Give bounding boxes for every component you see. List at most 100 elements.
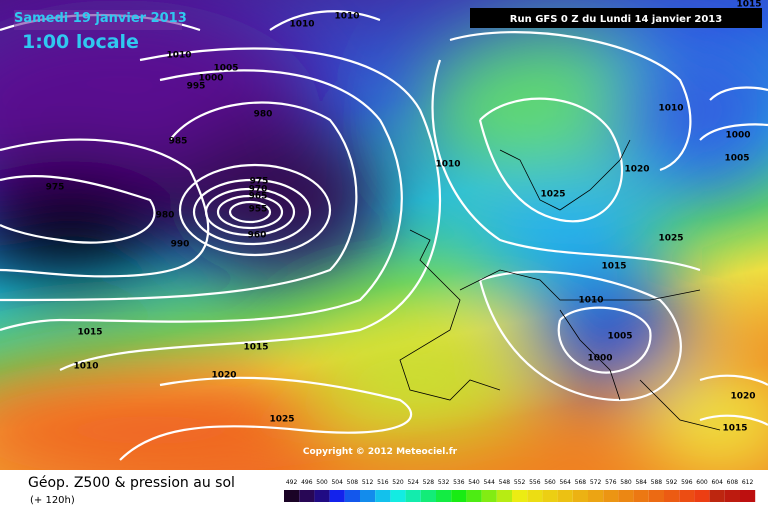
scale-label: 544 <box>483 479 495 486</box>
scale-label: 568 <box>575 479 587 486</box>
scale-swatch <box>633 490 649 502</box>
isobar-label: 1015 <box>722 424 747 434</box>
scale-swatch <box>512 490 528 502</box>
isobar-label: 1020 <box>730 392 755 402</box>
scale-label: 556 <box>529 479 541 486</box>
scale-label: 532 <box>438 479 450 486</box>
isobar-label: 975 <box>250 177 269 187</box>
scale-swatch <box>648 490 664 502</box>
isobar-label: 1015 <box>77 328 102 338</box>
isobar-label: 1010 <box>166 51 191 61</box>
scale-swatch <box>709 490 725 502</box>
scale-swatch <box>299 490 315 502</box>
isobar-label: 1015 <box>601 262 626 272</box>
scale-label: 604 <box>711 479 723 486</box>
scale-label: 492 <box>286 479 298 486</box>
scale-label: 580 <box>620 479 632 486</box>
scale-swatch <box>664 490 680 502</box>
scale-swatch <box>496 490 512 502</box>
date-backdrop <box>14 10 182 30</box>
scale-label: 576 <box>605 479 617 486</box>
map-background <box>0 0 768 490</box>
isobar-label: 1010 <box>578 296 603 306</box>
scale-label: 500 <box>316 479 328 486</box>
scale-swatch <box>679 490 695 502</box>
scale-label: 508 <box>347 479 359 486</box>
isobar-label: 980 <box>254 110 273 120</box>
scale-label: 592 <box>666 479 678 486</box>
isobar-label: 1005 <box>607 332 632 342</box>
scale-swatch <box>405 490 421 502</box>
scale-swatch <box>724 490 740 502</box>
isobar-labels: 1010101010101005100099598098597598099097… <box>46 0 762 434</box>
scale-swatch <box>375 490 391 502</box>
scale-label: 512 <box>362 479 374 486</box>
scale-label: 588 <box>651 479 663 486</box>
scale-label: 572 <box>590 479 602 486</box>
isobar-label: 1000 <box>198 74 223 84</box>
isobar-label: 960 <box>248 231 267 241</box>
scale-label: 516 <box>377 479 389 486</box>
scale-swatch <box>527 490 543 502</box>
isobar-label: 1000 <box>725 131 750 141</box>
run-box <box>470 8 762 28</box>
isobar-label: 1015 <box>736 0 761 10</box>
scale-label: 552 <box>514 479 526 486</box>
isobar-label: 1010 <box>435 160 460 170</box>
run-info: Run GFS 0 Z du Lundi 14 janvier 2013 <box>510 14 722 25</box>
scale-label: 504 <box>331 479 343 486</box>
scale-swatch <box>694 490 710 502</box>
scale-swatch <box>420 490 436 502</box>
isobar-label: 1005 <box>213 64 238 74</box>
scale-label: 560 <box>544 479 556 486</box>
isobars <box>0 10 768 461</box>
scale-label: 600 <box>696 479 708 486</box>
isobar-label: 990 <box>171 240 190 250</box>
scale-swatch <box>344 490 360 502</box>
coastlines <box>399 139 721 431</box>
scale-swatch <box>466 490 482 502</box>
scale-swatch <box>542 490 558 502</box>
scale-swatch <box>588 490 604 502</box>
time: 1:00 locale <box>22 31 139 53</box>
footer-lead: (+ 120h) <box>30 495 75 506</box>
scale-label: 584 <box>635 479 647 486</box>
isobar-label: 1010 <box>73 362 98 372</box>
scale-label: 540 <box>468 479 480 486</box>
scale-swatch <box>451 490 467 502</box>
color-scale: 492 496 500 504 508 512 516 520 524 528 532 536 540 5… <box>284 479 756 502</box>
scale-swatch <box>572 490 588 502</box>
scale-label: 496 <box>301 479 313 486</box>
isobar-label: 1020 <box>624 165 649 175</box>
scale-swatch <box>436 490 452 502</box>
scale-label: 528 <box>423 479 435 486</box>
isobar-label: 970 <box>249 185 268 195</box>
scale-swatch <box>314 490 330 502</box>
isobar-label: 1010 <box>289 20 314 30</box>
isobar-label: 1025 <box>540 190 565 200</box>
scale-label: 520 <box>392 479 404 486</box>
scale-label: 536 <box>453 479 465 486</box>
isobar-label: 1020 <box>211 371 236 381</box>
copyright: Copyright © 2012 Meteociel.fr <box>303 447 458 457</box>
isobar-label: 995 <box>187 82 206 92</box>
isobar-label: 955 <box>249 205 268 215</box>
scale-swatch <box>618 490 634 502</box>
scale-label: 524 <box>407 479 419 486</box>
scale-label: 548 <box>499 479 511 486</box>
footer-title: Géop. Z500 & pression au sol <box>28 475 235 491</box>
isobar-label: 1010 <box>334 12 359 22</box>
scale-label: 564 <box>559 479 571 486</box>
isobar-label: 1000 <box>587 354 612 364</box>
scale-swatch <box>603 490 619 502</box>
scale-swatch <box>740 490 756 502</box>
isobar-label: 975 <box>46 183 65 193</box>
scale-swatch <box>390 490 406 502</box>
isobar-label: 965 <box>249 192 268 202</box>
isobar-label: 985 <box>169 137 188 147</box>
scale-swatch <box>557 490 573 502</box>
scale-swatch <box>284 490 300 502</box>
scale-label: 608 <box>727 479 739 486</box>
scale-swatch <box>360 490 376 502</box>
